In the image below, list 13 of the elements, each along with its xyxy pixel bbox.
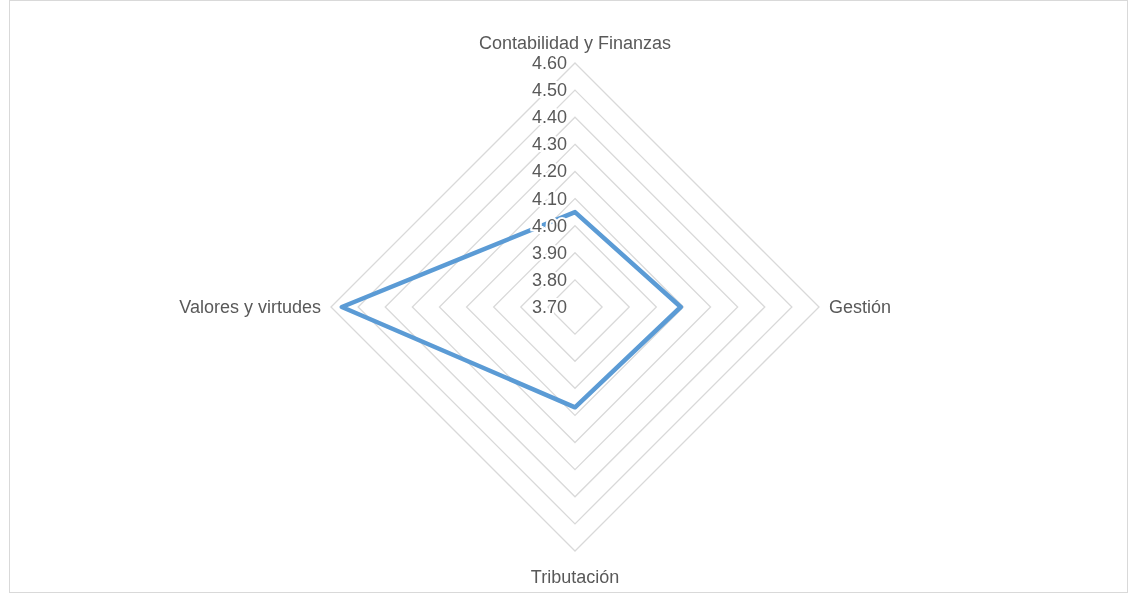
y-tick-label: 4.60 — [531, 53, 567, 73]
y-tick-label: 4.20 — [531, 161, 567, 182]
y-tick-label: 4.30 — [531, 134, 567, 155]
spoke-label: Contabilidad y Finanzas — [478, 33, 672, 53]
spoke-label: Valores y virtudes — [179, 297, 321, 317]
y-tick-label: 3.80 — [531, 269, 567, 290]
y-tick-label: 3.90 — [531, 242, 567, 263]
y-tick-label: 3.70 — [531, 297, 567, 317]
y-tick-label: 4.50 — [531, 80, 567, 101]
spoke-label: Tributación — [530, 567, 620, 587]
y-tick-label: 4.40 — [531, 107, 567, 128]
spoke-label: Gestión — [829, 297, 892, 317]
y-tick-label: 4.10 — [531, 188, 567, 209]
